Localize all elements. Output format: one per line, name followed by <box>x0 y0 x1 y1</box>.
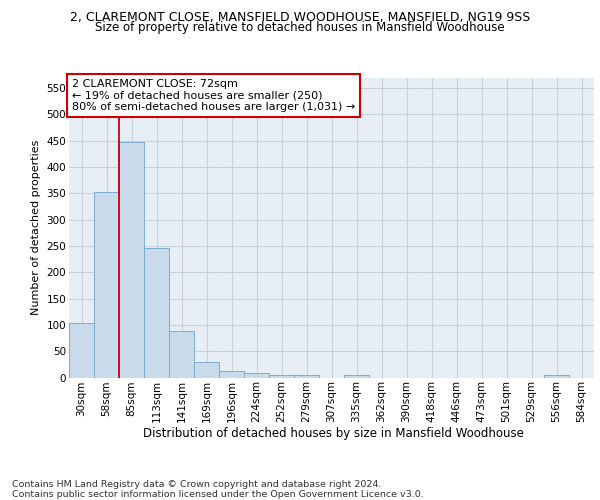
Bar <box>69 324 94 378</box>
Bar <box>194 362 219 378</box>
Bar <box>244 373 269 378</box>
Bar <box>269 375 294 378</box>
Text: 2, CLAREMONT CLOSE, MANSFIELD WOODHOUSE, MANSFIELD, NG19 9SS: 2, CLAREMONT CLOSE, MANSFIELD WOODHOUSE,… <box>70 11 530 24</box>
Bar <box>144 248 169 378</box>
Bar <box>544 375 569 378</box>
Bar <box>169 331 194 378</box>
Bar <box>94 192 119 378</box>
Text: 2 CLAREMONT CLOSE: 72sqm
← 19% of detached houses are smaller (250)
80% of semi-: 2 CLAREMONT CLOSE: 72sqm ← 19% of detach… <box>71 79 355 112</box>
Y-axis label: Number of detached properties: Number of detached properties <box>31 140 41 315</box>
Text: Size of property relative to detached houses in Mansfield Woodhouse: Size of property relative to detached ho… <box>95 22 505 35</box>
Text: Distribution of detached houses by size in Mansfield Woodhouse: Distribution of detached houses by size … <box>143 428 523 440</box>
Bar <box>344 375 369 378</box>
Bar <box>294 375 319 378</box>
Bar <box>219 370 244 378</box>
Text: Contains HM Land Registry data © Crown copyright and database right 2024.
Contai: Contains HM Land Registry data © Crown c… <box>12 480 424 499</box>
Bar <box>119 142 144 378</box>
